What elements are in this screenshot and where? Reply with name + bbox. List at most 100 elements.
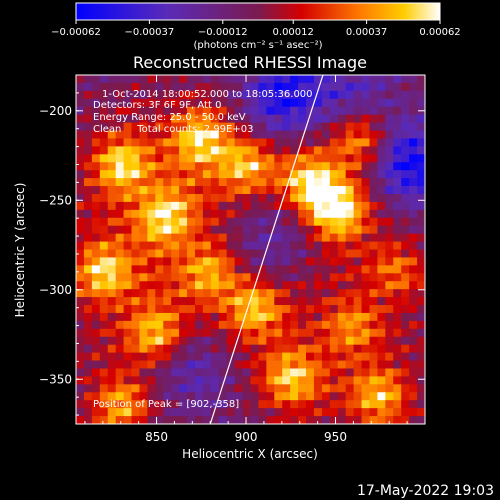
heatmap-cell <box>131 320 141 330</box>
heatmap-cell <box>179 82 188 92</box>
heatmap-cell <box>99 297 109 306</box>
heatmap-cell <box>258 146 267 155</box>
heatmap-cell <box>147 249 156 259</box>
heatmap-cell <box>147 392 156 401</box>
heatmap-cell <box>353 265 363 274</box>
heatmap-cell <box>258 82 267 92</box>
heatmap-cell <box>226 193 236 203</box>
heatmap-cell <box>99 154 109 163</box>
heatmap-cell <box>147 312 156 322</box>
heatmap-cell <box>83 400 93 409</box>
heatmap-cell <box>377 328 386 338</box>
heatmap-cell <box>290 178 299 187</box>
heatmap-cell <box>131 225 141 235</box>
heatmap-cell <box>385 336 394 346</box>
heatmap-cell <box>107 146 117 155</box>
heatmap-cell <box>155 344 164 354</box>
heatmap-cell <box>377 162 386 171</box>
heatmap-cell <box>282 82 291 92</box>
heatmap-cell <box>250 193 260 203</box>
heatmap-cell <box>107 312 117 322</box>
heatmap-cell <box>377 305 386 314</box>
heatmap-cell <box>115 289 125 298</box>
heatmap-cell <box>155 289 164 298</box>
heatmap-cell <box>202 82 212 92</box>
heatmap-cell <box>91 305 101 314</box>
heatmap-cell <box>401 368 410 378</box>
heatmap-cell <box>202 273 212 282</box>
heatmap-cell <box>179 186 188 195</box>
heatmap-cell <box>131 281 141 290</box>
heatmap-cell <box>377 209 386 219</box>
heatmap-cell <box>337 400 347 409</box>
heatmap-cell <box>417 384 425 393</box>
heatmap-cell <box>107 408 117 417</box>
heatmap-cell <box>274 122 283 132</box>
heatmap-cell <box>306 98 315 108</box>
heatmap-cell <box>226 90 236 100</box>
heatmap-cell <box>393 249 402 259</box>
heatmap-cell <box>187 170 196 179</box>
heatmap-cell <box>202 217 212 227</box>
heatmap-cell <box>385 122 394 132</box>
heatmap-cell <box>139 82 148 92</box>
heatmap-cell <box>306 257 315 266</box>
heatmap-cell <box>218 138 228 147</box>
heatmap-cell <box>147 273 156 282</box>
heatmap-cell <box>131 146 141 155</box>
heatmap-cell <box>321 376 331 385</box>
heatmap-cell <box>298 193 307 203</box>
heatmap-cell <box>385 82 394 92</box>
heatmap-cell <box>202 312 212 322</box>
heatmap-cell <box>393 162 402 171</box>
heatmap-cell <box>250 328 260 338</box>
heatmap-cell <box>369 170 379 179</box>
heatmap-cell <box>155 241 164 251</box>
heatmap-cell <box>369 241 379 251</box>
heatmap-cell <box>290 122 299 132</box>
heatmap-cell <box>155 249 164 259</box>
heatmap-cell <box>155 130 164 140</box>
heatmap-cell <box>139 305 148 314</box>
heatmap-cell <box>266 162 275 171</box>
heatmap-cell <box>401 209 410 219</box>
heatmap-cell <box>107 82 117 92</box>
heatmap-cell <box>76 312 85 322</box>
heatmap-cell <box>242 408 252 417</box>
heatmap-cell <box>393 408 402 417</box>
heatmap-cell <box>115 130 125 140</box>
heatmap-cell <box>369 225 379 235</box>
heatmap-cell <box>250 400 260 409</box>
heatmap-cell <box>226 392 236 401</box>
heatmap-cell <box>242 257 252 266</box>
heatmap-cell <box>274 98 283 108</box>
heatmap-cell <box>210 122 220 132</box>
heatmap-cell <box>115 209 125 219</box>
heatmap-cell <box>250 384 260 393</box>
x-axis-label: Heliocentric X (arcsec) <box>182 447 318 461</box>
heatmap-cell <box>385 312 394 322</box>
heatmap-cell <box>226 305 236 314</box>
heatmap-cell <box>194 400 204 409</box>
heatmap-cell <box>321 122 331 132</box>
heatmap-cell <box>163 82 172 92</box>
heatmap-cell <box>274 257 283 266</box>
heatmap-cell <box>83 209 93 219</box>
heatmap-cell <box>361 281 371 290</box>
heatmap-cell <box>313 82 323 92</box>
heatmap-cell <box>313 233 323 243</box>
heatmap-cell <box>409 312 418 322</box>
heatmap-cell <box>155 122 164 132</box>
heatmap-cell <box>202 122 212 132</box>
heatmap-cell <box>91 344 101 354</box>
heatmap-cell <box>83 249 93 259</box>
y-tick-label: −200 <box>39 104 72 118</box>
heatmap-cell <box>139 186 148 195</box>
heatmap-cell <box>250 257 260 266</box>
heatmap-cell <box>187 209 196 219</box>
heatmap-cell <box>163 138 172 147</box>
heatmap-cell <box>99 162 109 171</box>
heatmap-cell <box>83 217 93 227</box>
heatmap-cell <box>218 193 228 203</box>
heatmap-cell <box>210 178 220 187</box>
